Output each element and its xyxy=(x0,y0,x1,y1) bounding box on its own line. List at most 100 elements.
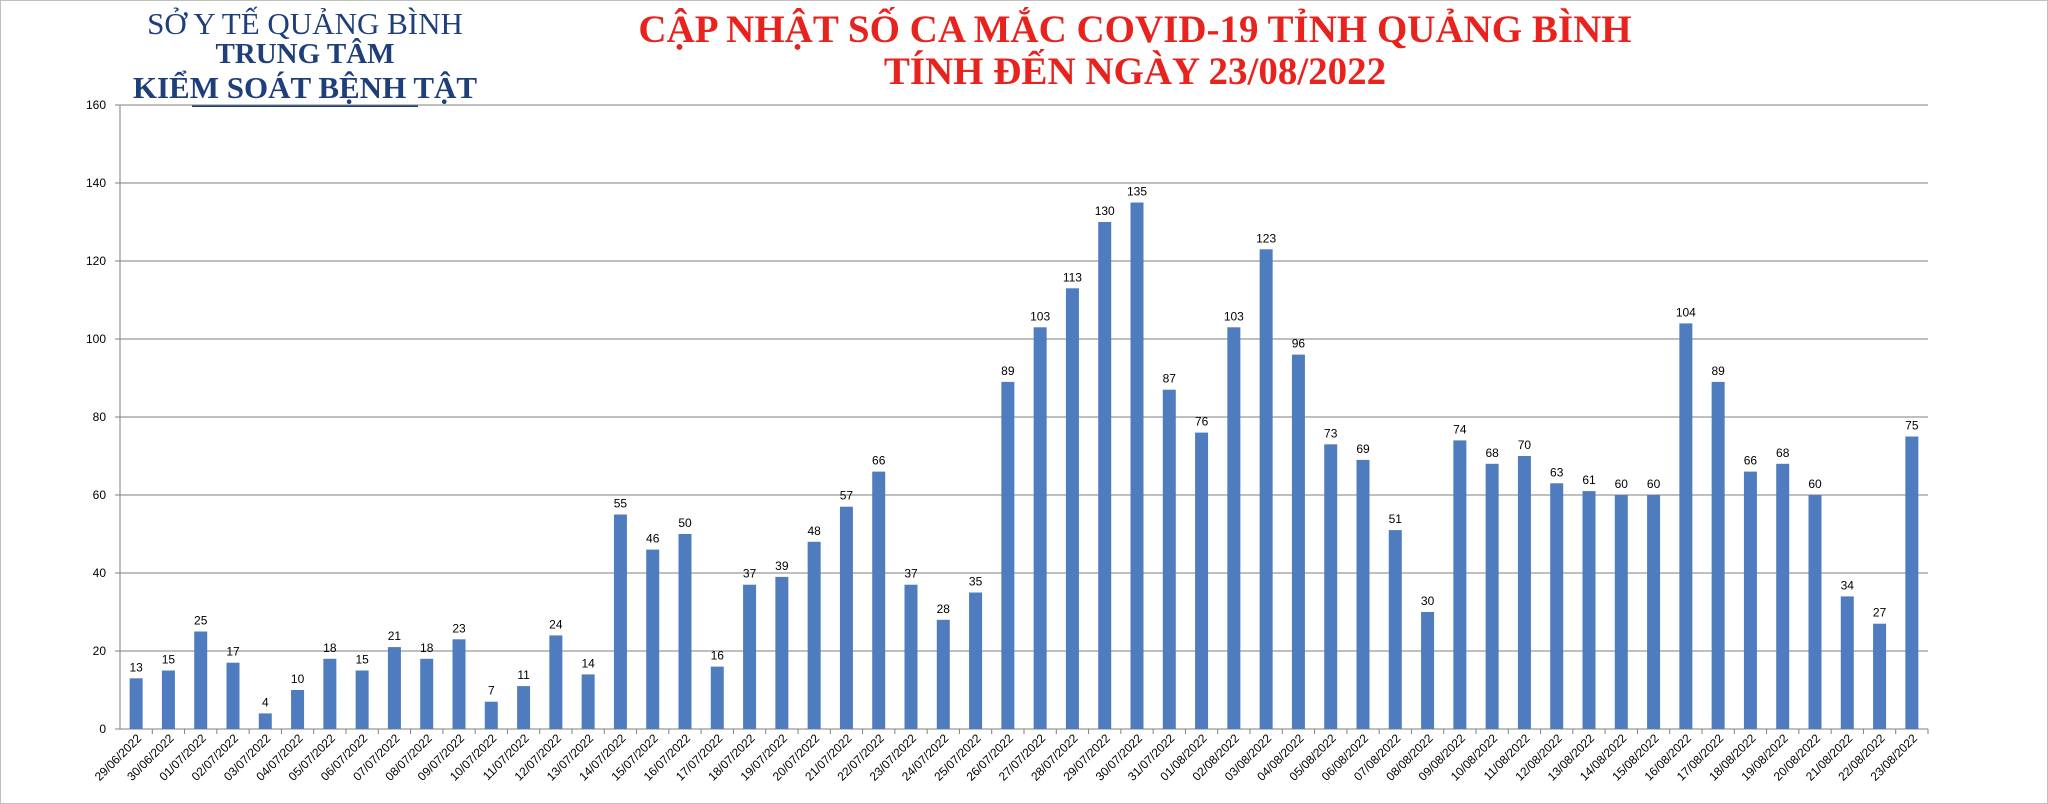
bar xyxy=(678,534,692,729)
bar xyxy=(1098,222,1112,729)
data-label: 68 xyxy=(1485,446,1499,460)
bar xyxy=(646,549,660,729)
bar xyxy=(613,514,627,729)
bar xyxy=(710,666,724,729)
bar xyxy=(1001,381,1015,729)
bar xyxy=(1647,495,1661,729)
y-tick-label: 140 xyxy=(86,176,106,190)
bar xyxy=(1033,327,1047,729)
bar xyxy=(484,701,498,729)
data-label: 28 xyxy=(937,602,951,616)
data-label: 96 xyxy=(1292,337,1306,351)
bar xyxy=(161,670,175,729)
bar xyxy=(1356,459,1370,729)
data-label: 130 xyxy=(1095,204,1115,218)
data-label: 103 xyxy=(1224,309,1244,323)
org-underline xyxy=(192,105,418,107)
bar xyxy=(1808,495,1822,729)
data-label: 34 xyxy=(1841,578,1855,592)
data-labels: 13 15 25 17 4 10 18 15 21 18 23 7 11 24 14 55 46 50 16 37 39… xyxy=(129,185,1918,710)
data-label: 89 xyxy=(1001,364,1015,378)
data-label: 16 xyxy=(711,649,725,663)
bar xyxy=(387,647,401,729)
bar xyxy=(1388,530,1402,729)
bar xyxy=(1776,463,1790,729)
bar xyxy=(1550,483,1564,729)
data-label: 70 xyxy=(1518,438,1532,452)
bar xyxy=(129,678,143,729)
bar xyxy=(1453,440,1467,729)
bar xyxy=(839,506,853,729)
data-label: 23 xyxy=(452,621,466,635)
data-label: 69 xyxy=(1356,442,1370,456)
data-label: 60 xyxy=(1647,477,1661,491)
bar xyxy=(1873,623,1887,729)
data-label: 25 xyxy=(194,614,208,628)
bar xyxy=(355,670,369,729)
data-label: 113 xyxy=(1063,270,1082,284)
data-label: 48 xyxy=(807,524,821,538)
data-label: 11 xyxy=(517,668,530,682)
bar xyxy=(1227,327,1241,729)
chart-title-line2: TÍNH ĐẾN NGÀY 23/08/2022 xyxy=(883,50,1387,93)
data-label: 135 xyxy=(1127,185,1147,199)
data-label: 73 xyxy=(1324,426,1338,440)
bar xyxy=(1517,456,1531,729)
data-label: 46 xyxy=(646,532,660,546)
bar xyxy=(1065,288,1079,729)
data-label: 37 xyxy=(743,567,757,581)
y-tick-label: 100 xyxy=(86,332,106,346)
y-tick-label: 120 xyxy=(86,254,106,268)
data-label: 35 xyxy=(969,575,983,589)
data-label: 18 xyxy=(420,641,434,655)
data-label: 39 xyxy=(775,559,789,573)
bar xyxy=(323,658,337,729)
data-label: 7 xyxy=(488,684,495,698)
bar xyxy=(420,658,434,729)
data-label: 30 xyxy=(1421,594,1435,608)
bar xyxy=(872,471,886,729)
data-label: 63 xyxy=(1550,465,1564,479)
y-tick-labels: 0 20 40 60 80 100 120 140 160 xyxy=(86,98,106,736)
org-name-line1: SỞ Y TẾ QUẢNG BÌNH xyxy=(147,6,463,41)
bar xyxy=(807,541,821,729)
data-label: 123 xyxy=(1256,231,1276,245)
data-label: 75 xyxy=(1905,419,1919,433)
bar xyxy=(1582,491,1596,729)
bar xyxy=(1485,463,1499,729)
data-label: 60 xyxy=(1615,477,1629,491)
data-label: 14 xyxy=(581,656,595,670)
data-label: 15 xyxy=(355,653,369,667)
bar xyxy=(291,690,305,729)
data-label: 15 xyxy=(162,653,176,667)
data-label: 87 xyxy=(1163,372,1177,386)
data-label: 104 xyxy=(1676,305,1696,319)
bar xyxy=(452,639,466,729)
data-label: 66 xyxy=(1744,454,1758,468)
y-tick-label: 0 xyxy=(99,722,106,736)
bar xyxy=(194,631,208,729)
bars xyxy=(129,202,1919,730)
org-name-line2: TRUNG TÂM xyxy=(215,38,395,70)
y-tick-label: 40 xyxy=(93,566,107,580)
y-tick-label: 60 xyxy=(93,488,107,502)
bar xyxy=(1130,202,1144,729)
bar xyxy=(969,592,983,729)
y-tick-label: 160 xyxy=(86,98,106,112)
bar xyxy=(1743,471,1757,729)
data-label: 55 xyxy=(614,497,628,511)
data-label: 18 xyxy=(323,641,337,655)
data-label: 50 xyxy=(678,516,692,530)
data-label: 61 xyxy=(1582,473,1596,487)
data-label: 27 xyxy=(1873,606,1887,620)
data-label: 68 xyxy=(1776,446,1790,460)
data-label: 103 xyxy=(1030,309,1050,323)
data-label: 51 xyxy=(1389,512,1403,526)
bar xyxy=(1679,323,1693,729)
data-label: 13 xyxy=(129,660,143,674)
bar xyxy=(936,619,950,729)
data-label: 17 xyxy=(226,645,240,659)
chart-title-line1: CẬP NHẬT SỐ CA MẮC COVID-19 TỈNH QUẢNG B… xyxy=(638,8,1632,51)
bar xyxy=(775,576,789,729)
